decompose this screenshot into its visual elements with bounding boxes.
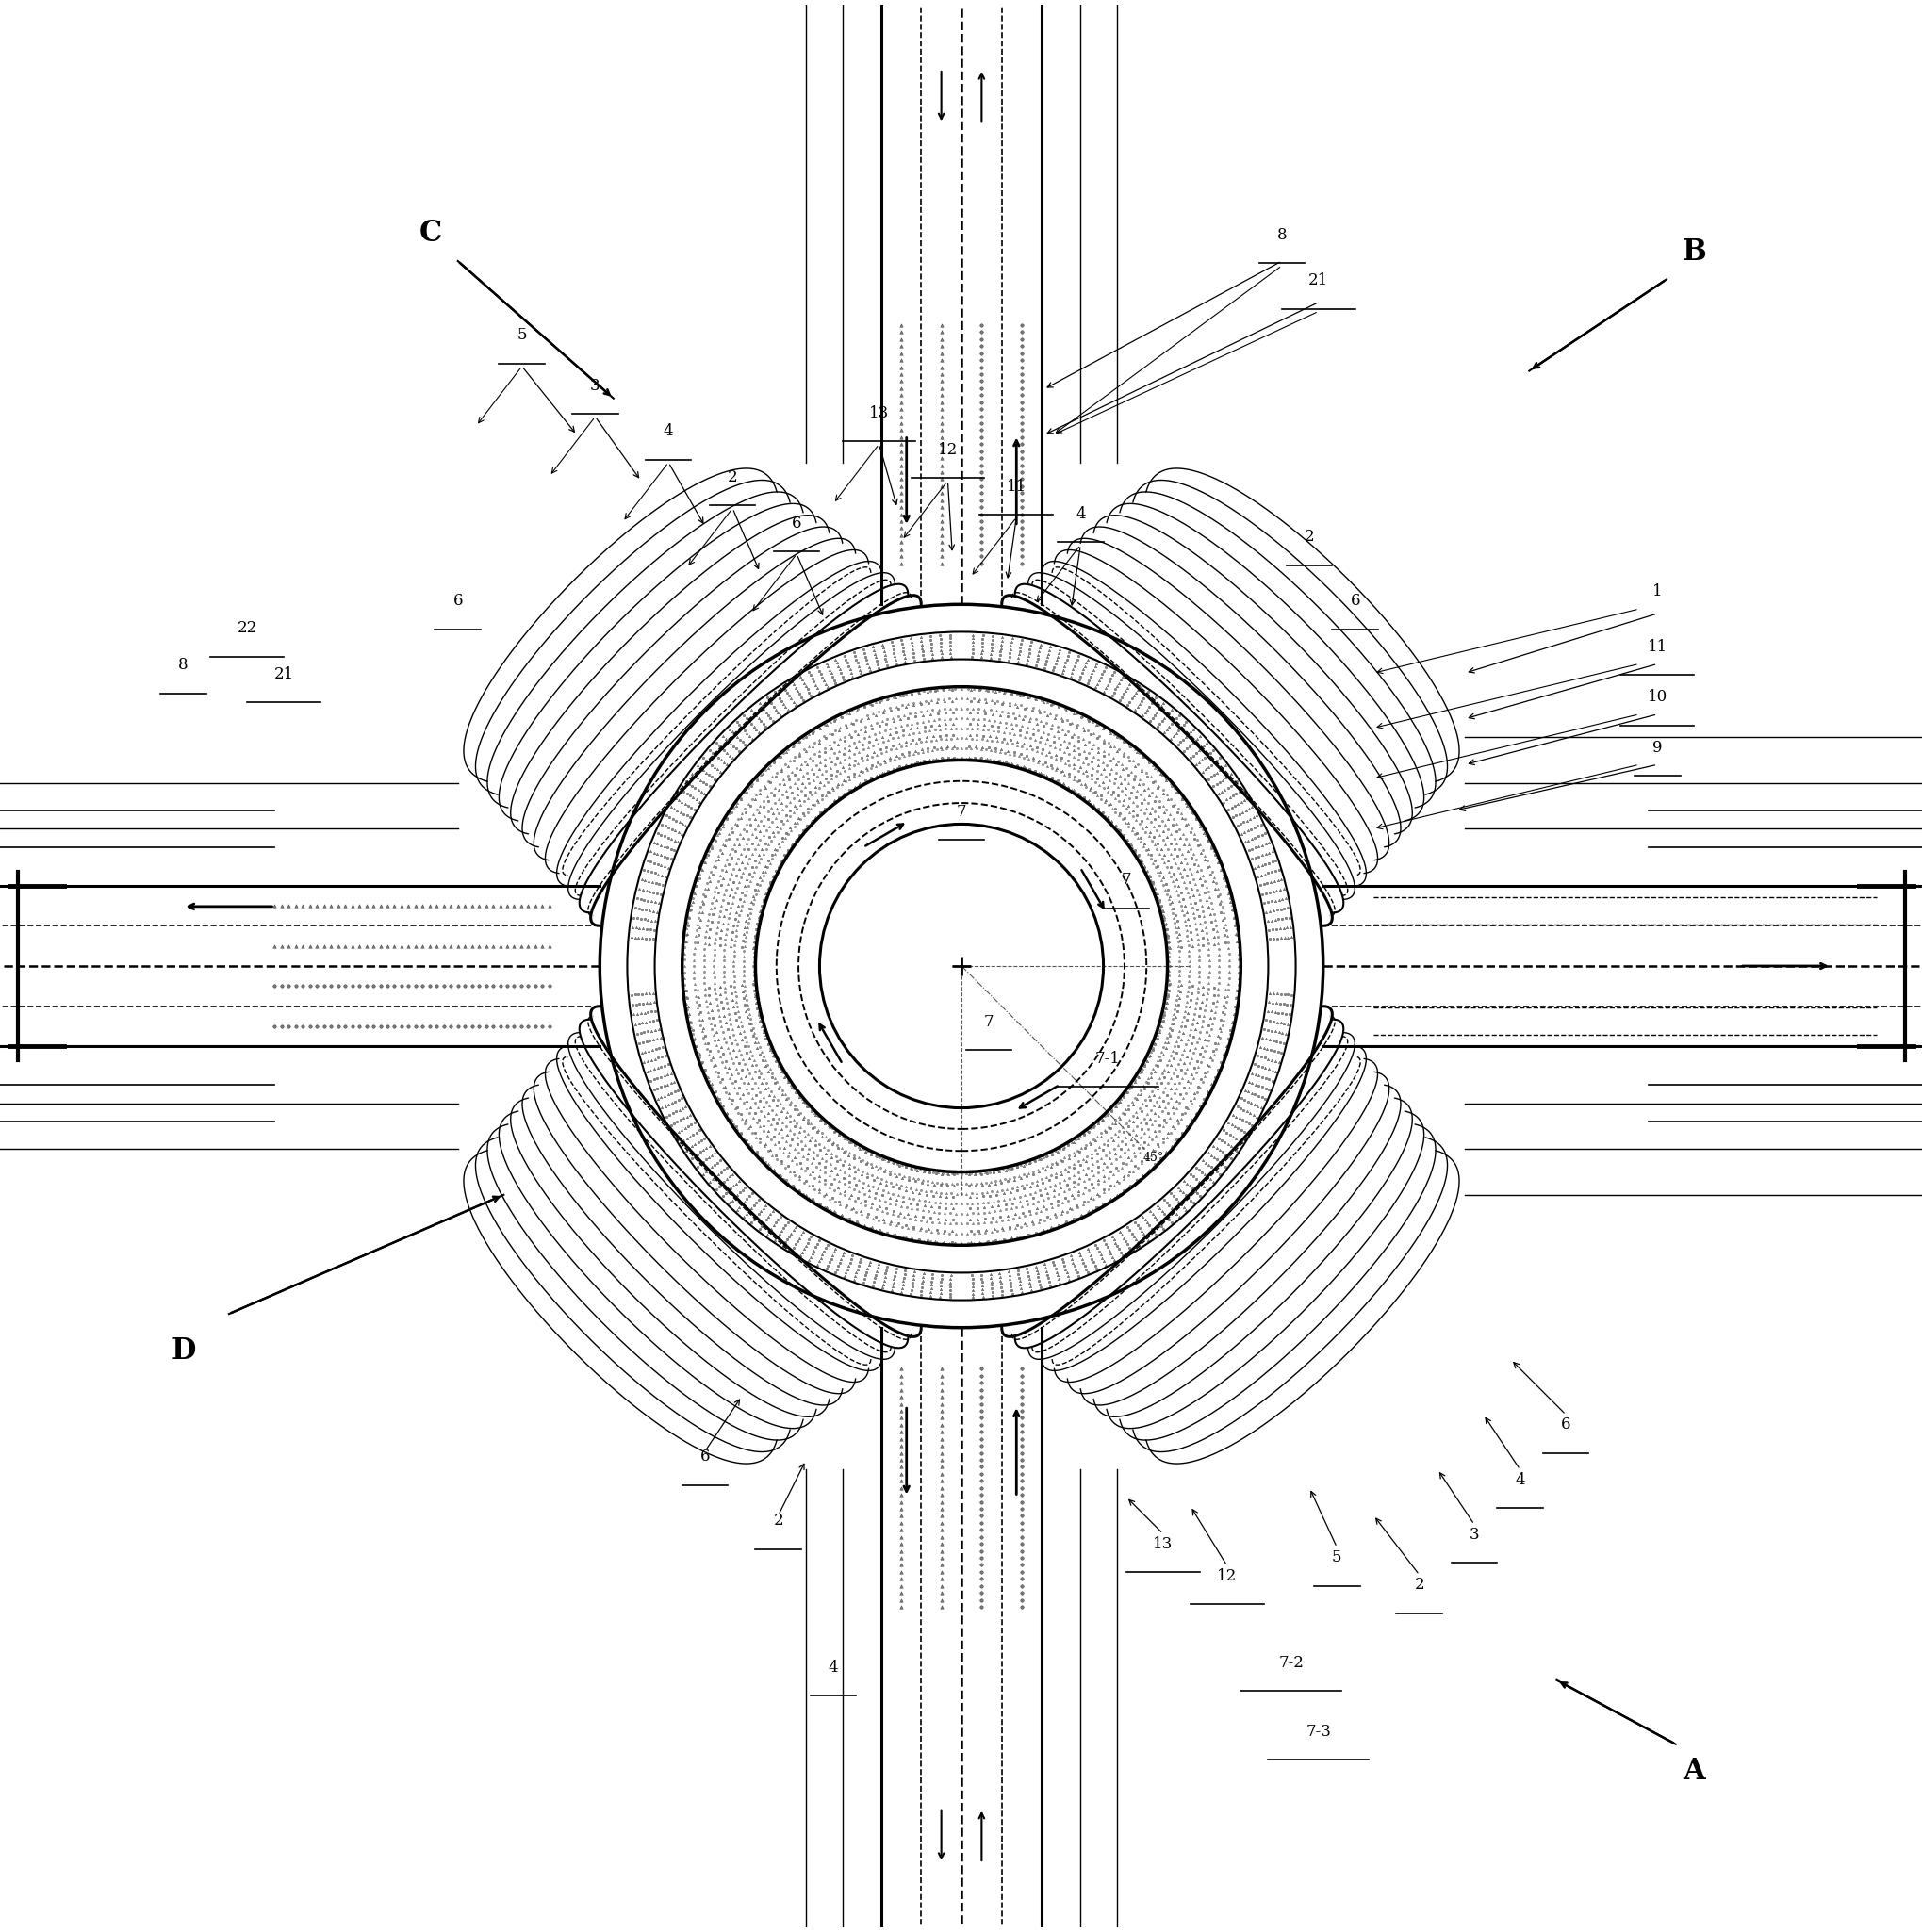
Text: 2: 2 <box>1303 529 1315 545</box>
Text: 8: 8 <box>179 657 188 672</box>
Text: A: A <box>1682 1756 1705 1787</box>
Text: 3: 3 <box>1468 1526 1478 1544</box>
Text: 12: 12 <box>1217 1569 1236 1584</box>
Text: 4: 4 <box>663 423 673 440</box>
Text: 9: 9 <box>1651 740 1661 755</box>
Text: 4: 4 <box>1074 506 1086 522</box>
Text: 6: 6 <box>1349 593 1359 609</box>
Text: 7-1: 7-1 <box>1096 1051 1121 1066</box>
Text: 1: 1 <box>1651 583 1663 599</box>
Text: D: D <box>171 1335 196 1366</box>
Text: 7: 7 <box>984 1014 994 1030</box>
Text: 8: 8 <box>1276 226 1286 243</box>
Text: 2: 2 <box>1413 1577 1424 1594</box>
Text: 7-2: 7-2 <box>1278 1656 1303 1671</box>
Text: 7: 7 <box>1121 871 1130 889</box>
Text: 7-3: 7-3 <box>1305 1723 1330 1739</box>
Text: 11: 11 <box>1647 639 1666 655</box>
Text: 5: 5 <box>517 327 527 344</box>
Text: 3: 3 <box>590 379 600 394</box>
Text: 12: 12 <box>938 442 957 458</box>
Text: 6: 6 <box>792 516 801 531</box>
Text: 5: 5 <box>1332 1549 1342 1565</box>
Text: 7: 7 <box>955 804 967 819</box>
Text: B: B <box>1682 238 1705 267</box>
Text: 6: 6 <box>454 593 463 609</box>
Text: 21: 21 <box>1309 272 1328 288</box>
Text: 4: 4 <box>828 1660 838 1675</box>
Text: 11: 11 <box>1005 479 1026 495</box>
Text: 4: 4 <box>1515 1472 1524 1488</box>
Text: 22: 22 <box>236 620 258 636</box>
Text: 13: 13 <box>869 406 888 421</box>
Text: 45°: 45° <box>1144 1151 1163 1165</box>
Text: C: C <box>419 218 442 247</box>
Text: 6: 6 <box>700 1449 709 1464</box>
Text: 6: 6 <box>1561 1416 1570 1434</box>
Text: 10: 10 <box>1647 690 1666 705</box>
Text: 13: 13 <box>1153 1536 1172 1551</box>
Text: 2: 2 <box>727 469 738 485</box>
Text: 2: 2 <box>773 1513 782 1528</box>
Text: 21: 21 <box>273 667 294 682</box>
